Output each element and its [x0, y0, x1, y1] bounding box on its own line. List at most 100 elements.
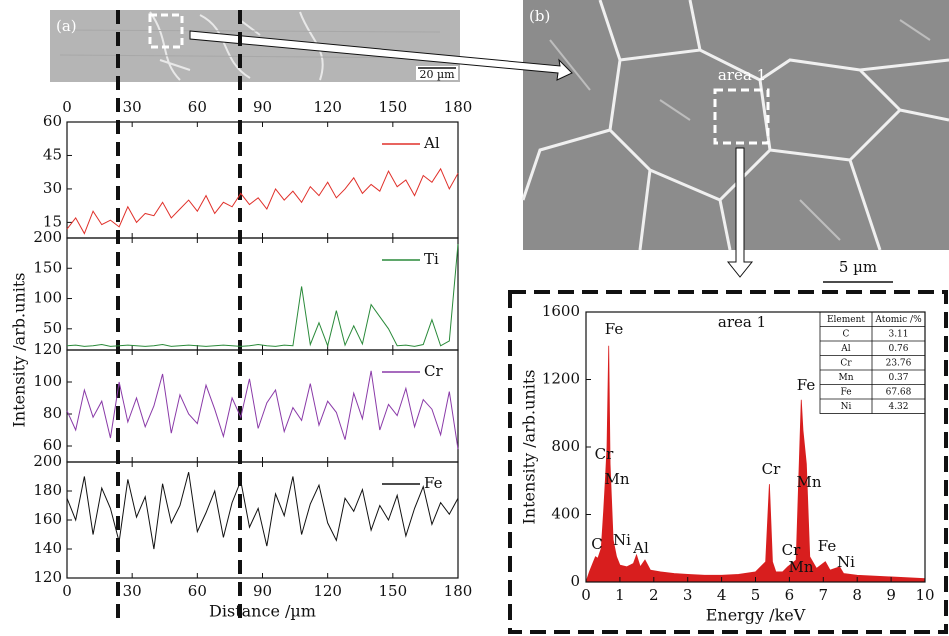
x-tick-label: 90 [253, 98, 272, 116]
panel-label: (b) [529, 7, 550, 25]
table-cell: Al [840, 344, 850, 354]
table-cell: 67.68 [886, 387, 912, 397]
micrograph-a [50, 10, 460, 82]
y-tick-label: 140 [33, 539, 62, 557]
y-tick-label: 160 [33, 510, 62, 528]
table-cell: 3.11 [888, 329, 908, 339]
x-tick-label: 0 [62, 582, 72, 600]
table-cell: 0.37 [888, 373, 908, 383]
y-tick-label: 1200 [542, 370, 580, 388]
y-axis-label: Intensity /arb.units [10, 273, 29, 428]
y-tick-label: 100 [33, 372, 62, 390]
y-tick-label: 400 [551, 505, 580, 523]
x-tick-label: 8 [852, 586, 862, 604]
table-header: Element [827, 315, 865, 325]
peak-label: Fe [797, 376, 816, 394]
x-tick-label: 90 [253, 582, 272, 600]
scale-label: 5 µm [839, 258, 877, 276]
x-tick-label: 120 [313, 98, 342, 116]
x-tick-label: 0 [581, 586, 591, 604]
legend-label: Cr [424, 362, 443, 380]
legend-label: Al [423, 134, 440, 152]
y-axis-label: Intensity /arb.units [520, 370, 539, 525]
y-tick-label: 15 [43, 212, 62, 230]
y-tick-label: 80 [43, 404, 62, 422]
y-tick-label: 60 [43, 112, 62, 130]
table-cell: Fe [840, 387, 851, 397]
y-tick-label: 200 [33, 228, 62, 246]
data-line [66, 472, 459, 550]
x-tick-label: 30 [123, 98, 142, 116]
plot-frame [66, 461, 459, 579]
y-tick-label: 200 [33, 452, 62, 470]
x-tick-label: 180 [444, 582, 473, 600]
x-tick-label: 7 [819, 586, 829, 604]
peak-label: Fe [605, 320, 624, 338]
peak-label: C [591, 535, 602, 553]
peak-label: Cr [762, 460, 781, 478]
peak-label: Mn [604, 470, 629, 488]
data-line [66, 370, 459, 450]
table-cell: 4.32 [888, 402, 908, 412]
peak-label: Ni [613, 531, 631, 549]
y-tick-label: 50 [43, 319, 62, 337]
inset-border [508, 290, 948, 634]
data-line [66, 244, 459, 348]
legend-label: Fe [424, 474, 443, 492]
x-tick-label: 4 [717, 586, 727, 604]
x-tick-label: 3 [683, 586, 693, 604]
y-tick-label: 0 [570, 572, 580, 590]
x-tick-label: 5 [751, 586, 761, 604]
scale-label: 20 µm [419, 68, 455, 81]
table-cell: 0.76 [888, 344, 908, 354]
x-tick-label: 9 [886, 586, 896, 604]
spectrum-area [585, 345, 926, 583]
arrow [189, 30, 573, 81]
x-tick-label: 30 [123, 582, 142, 600]
panel-label: (a) [56, 17, 77, 35]
x-tick-label: 180 [444, 98, 473, 116]
peak-label: Cr [782, 541, 801, 559]
table-cell: 23.76 [886, 358, 912, 368]
y-tick-label: 180 [33, 481, 62, 499]
y-tick-label: 30 [43, 179, 62, 197]
peak-label: Ni [837, 553, 855, 571]
plot-frame [66, 237, 459, 351]
y-tick-label: 120 [33, 340, 62, 358]
x-tick-label: 120 [313, 582, 342, 600]
x-tick-label: 1 [615, 586, 625, 604]
legend-label: Ti [424, 250, 439, 268]
chart-title: area 1 [718, 313, 766, 331]
table-cell: Cr [840, 358, 852, 368]
table-header: Atomic /% [874, 315, 922, 325]
peak-label: Mn [796, 473, 821, 491]
x-tick-label: 60 [188, 98, 207, 116]
x-tick-label: 150 [379, 98, 408, 116]
y-tick-label: 120 [33, 568, 62, 586]
y-tick-label: 60 [43, 436, 62, 454]
plot-frame [66, 349, 459, 463]
x-tick-label: 6 [785, 586, 795, 604]
x-tick-label: 60 [188, 582, 207, 600]
x-tick-label: 10 [915, 586, 934, 604]
data-line [66, 167, 459, 235]
x-axis-label: Distance /µm [209, 602, 316, 621]
x-axis-label: Energy /keV [706, 606, 806, 625]
y-tick-label: 45 [43, 145, 62, 163]
y-tick-label: 150 [33, 258, 62, 276]
table-cell: Ni [841, 402, 852, 412]
x-tick-label: 150 [379, 582, 408, 600]
region-label: area 1 [718, 66, 766, 84]
y-tick-label: 100 [33, 289, 62, 307]
peak-label: Fe [818, 537, 837, 555]
peak-label: Mn [788, 558, 813, 576]
plot-frame [66, 121, 459, 239]
x-tick-label: 0 [62, 98, 72, 116]
y-tick-label: 1600 [542, 302, 580, 320]
composition-table: Element Atomic /% C 3.11 Al 0.76 Cr 23.76 Mn 0.37… [819, 311, 926, 414]
table-cell: Mn [838, 373, 853, 383]
micrograph-b [521, 0, 949, 290]
peak-label: Al [632, 539, 649, 557]
table-cell: C [843, 329, 850, 339]
